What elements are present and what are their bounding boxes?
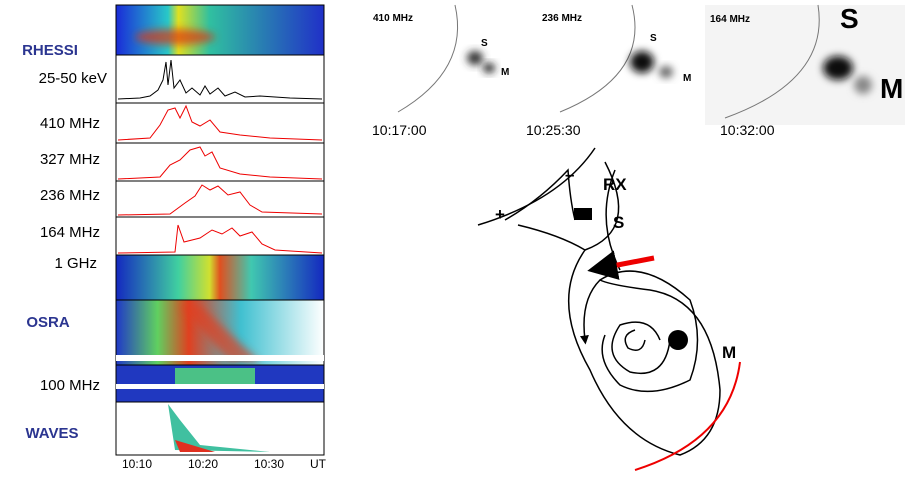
polarity-label: – bbox=[565, 165, 574, 184]
solar-surface bbox=[477, 147, 596, 226]
rhessi-source bbox=[574, 208, 592, 220]
time-label: 10:25:30 bbox=[526, 122, 581, 138]
rhessi-spectrogram bbox=[115, 4, 325, 56]
waves-spectrogram bbox=[115, 401, 325, 456]
loop bbox=[599, 270, 699, 393]
type-ii-burst bbox=[180, 305, 260, 362]
source-label: M bbox=[722, 343, 736, 362]
x-tick-label: 10:30 bbox=[254, 457, 284, 471]
solar-limb bbox=[559, 4, 636, 113]
channel-label: 236 MHz bbox=[40, 187, 100, 204]
x-unit-label: UT bbox=[310, 457, 327, 471]
frequency-label: 410 MHz bbox=[373, 13, 413, 24]
red-arrow bbox=[587, 250, 655, 280]
source-label: S bbox=[840, 3, 859, 34]
stack-plot: 10:10 10:20 10:30 UT bbox=[115, 4, 327, 471]
panel bbox=[115, 216, 325, 256]
channel-label: 410 MHz bbox=[40, 115, 100, 132]
source-m bbox=[659, 66, 673, 78]
source-label: S bbox=[481, 38, 488, 49]
channel-label: 164 MHz bbox=[40, 224, 100, 241]
channel-label: 1 GHz bbox=[54, 255, 97, 272]
ghz-spectrogram bbox=[115, 254, 325, 301]
x-tick-label: 10:10 bbox=[122, 457, 152, 471]
solar-limb bbox=[724, 4, 820, 119]
panel bbox=[115, 54, 325, 104]
burst bbox=[175, 368, 255, 384]
polarity-label: + bbox=[495, 205, 505, 224]
field-line bbox=[517, 161, 620, 251]
reconnection-label: RX bbox=[603, 175, 627, 194]
panel bbox=[115, 180, 325, 218]
channel-label: 100 MHz bbox=[40, 377, 100, 394]
loop bbox=[611, 321, 671, 374]
field-line bbox=[504, 168, 576, 221]
solar-limb bbox=[397, 4, 459, 113]
instrument-label: RHESSI bbox=[22, 42, 78, 59]
data-gap bbox=[116, 384, 324, 389]
panel bbox=[115, 102, 325, 144]
shock-front bbox=[634, 361, 741, 471]
radio-curve bbox=[117, 146, 323, 180]
data-gap bbox=[116, 355, 324, 361]
rhessi-peak bbox=[135, 29, 215, 45]
loop bbox=[624, 329, 646, 351]
hxr-curve bbox=[117, 59, 323, 100]
instrument-label: WAVES bbox=[25, 425, 78, 442]
radio-curve bbox=[117, 184, 323, 216]
source-s bbox=[630, 51, 654, 73]
frequency-label: 164 MHz bbox=[710, 14, 750, 25]
waves-burst-core bbox=[175, 440, 215, 452]
source-m bbox=[483, 63, 495, 73]
left-labels: RHESSI 25-50 keV 410 MHz 327 MHz 236 MHz… bbox=[22, 42, 107, 442]
source-m-marker bbox=[668, 330, 688, 350]
time-label: 10:17:00 bbox=[372, 122, 427, 138]
x-tick-label: 10:20 bbox=[188, 457, 218, 471]
panel bbox=[115, 142, 325, 182]
flux-rope bbox=[568, 249, 721, 456]
source-label: M bbox=[501, 67, 509, 78]
source-m bbox=[854, 76, 872, 94]
instrument-label: OSRA bbox=[26, 314, 70, 331]
source-label: S bbox=[650, 33, 657, 44]
frequency-label: 236 MHz bbox=[542, 13, 582, 24]
waves-burst bbox=[168, 404, 270, 452]
radio-curve bbox=[117, 104, 323, 141]
source-s bbox=[823, 56, 853, 80]
source-label: M bbox=[880, 73, 903, 104]
source-label: M bbox=[683, 73, 691, 84]
channel-label: 25-50 keV bbox=[39, 70, 107, 87]
magnetic-diagram bbox=[477, 147, 741, 471]
time-label: 10:32:00 bbox=[720, 122, 775, 138]
radio-curve bbox=[117, 224, 323, 254]
radio-images: 410 MHz S M 10:17:00 236 MHz S M 10:25:3… bbox=[372, 3, 905, 138]
source-label: S bbox=[613, 213, 624, 232]
channel-label: 327 MHz bbox=[40, 151, 100, 168]
source-s bbox=[467, 51, 483, 65]
